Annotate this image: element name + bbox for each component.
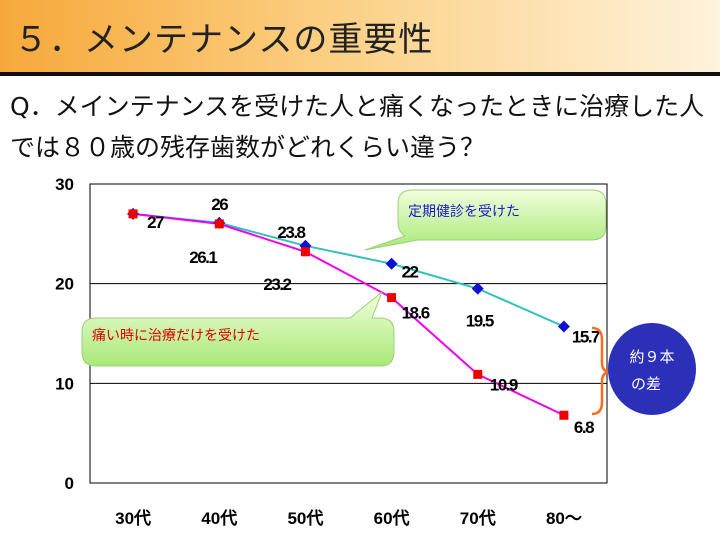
regular-checkup-data-label: 23.8 xyxy=(277,223,305,242)
regular-checkup-point xyxy=(385,257,398,270)
regular-checkup-callout-text: 定期健診を受けた xyxy=(408,204,520,220)
x-tick-label: 70代 xyxy=(460,508,496,528)
y-tick-label: 20 xyxy=(55,275,74,294)
difference-text-line1: 約９本 xyxy=(629,348,674,366)
pain-treatment-callout-text: 痛い時に治療だけを受けた xyxy=(92,327,260,344)
y-tick-label: 30 xyxy=(55,175,74,194)
regular-checkup-point xyxy=(557,320,570,333)
regular-checkup-data-label: 15.7 xyxy=(572,328,600,347)
pain-treatment-callout: 痛い時に治療だけを受けた xyxy=(81,290,395,367)
page-title: ５．メンテナンスの重要性 xyxy=(14,20,434,60)
pain-treatment-point xyxy=(128,209,138,219)
question-text: Q．メインテナンスを受けた人と痛くなったときに治療した人では８０歳の残存歯数がど… xyxy=(10,92,705,162)
difference-text-line2: の差 xyxy=(631,375,661,393)
pain-treatment-line xyxy=(132,212,565,417)
regular-checkup-data-label: 26.1 xyxy=(189,248,217,267)
pain-treatment-data-label: 26 xyxy=(211,195,228,214)
regular-checkup-data-label: 22 xyxy=(402,263,419,282)
x-tick-label: 40代 xyxy=(201,508,237,528)
pain-treatment-point xyxy=(214,219,224,229)
pain-treatment-data-label: 10.9 xyxy=(490,375,518,394)
pain-treatment-data-label: 6.8 xyxy=(574,418,594,437)
pain-treatment-point xyxy=(300,247,310,257)
pain-treatment-point xyxy=(387,293,397,303)
pain-treatment-data-label: 18.6 xyxy=(402,304,430,323)
x-tick-label: 60代 xyxy=(374,508,410,528)
pain-treatment-point xyxy=(559,410,569,420)
y-tick-label: 10 xyxy=(55,374,74,393)
regular-checkup-point xyxy=(471,282,484,295)
x-tick-label: 50代 xyxy=(287,508,323,528)
pain-treatment-data-label: 27 xyxy=(147,213,164,232)
regular-checkup-callout: 定期健診を受けた xyxy=(364,189,607,251)
regular-checkup-data-label: 19.5 xyxy=(466,312,494,331)
x-tick-label: 80〜 xyxy=(546,509,582,528)
x-tick-label: 30代 xyxy=(115,508,151,528)
y-tick-label: 0 xyxy=(65,474,74,493)
title-rule xyxy=(0,72,720,76)
difference-bubble: 約９本 の差 xyxy=(608,323,696,415)
pain-treatment-point xyxy=(473,369,483,379)
title-band xyxy=(0,0,720,72)
pain-treatment-data-label: 23.2 xyxy=(263,275,291,294)
